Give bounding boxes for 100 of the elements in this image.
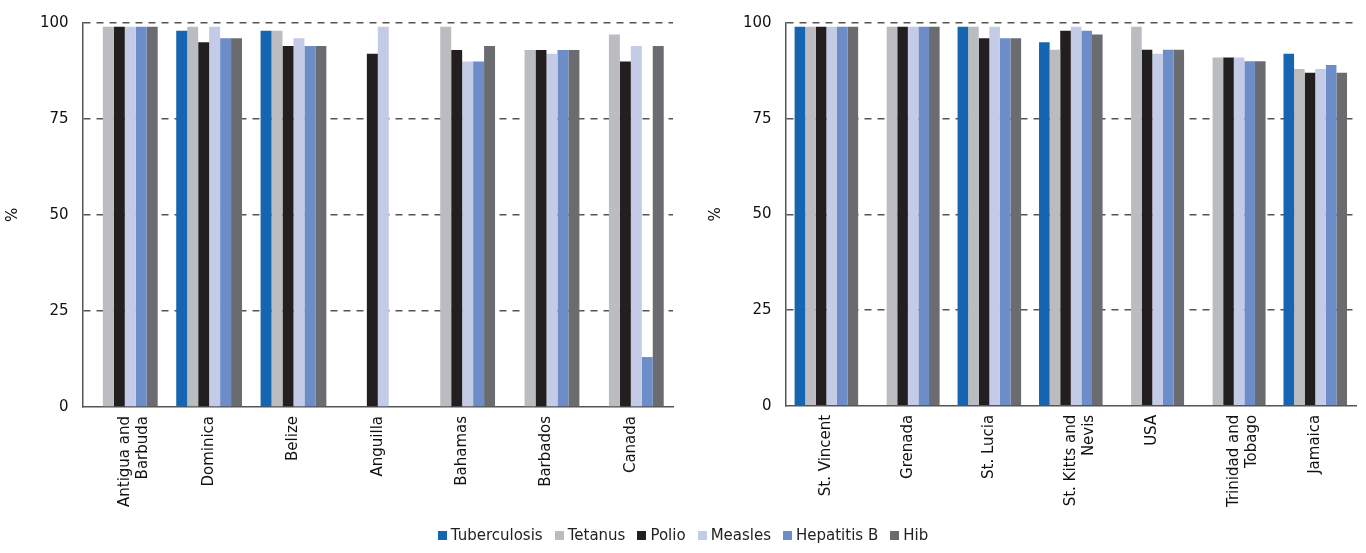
bar xyxy=(473,61,485,407)
bar xyxy=(462,61,474,407)
bar xyxy=(907,26,919,406)
bar xyxy=(1131,26,1142,406)
bar xyxy=(135,26,147,407)
bar xyxy=(1173,49,1185,406)
bar xyxy=(1304,72,1316,406)
x-tick-label: Belize xyxy=(283,415,302,461)
bar xyxy=(209,26,221,407)
x-tick-label: Dominica xyxy=(199,415,218,487)
y-tick-label: 75 xyxy=(752,108,772,127)
bar xyxy=(1233,57,1245,406)
bar xyxy=(815,26,827,406)
bar xyxy=(557,49,569,407)
legend-label: Tuberculosis xyxy=(449,526,543,544)
bar xyxy=(535,49,547,407)
y-axis-title: % xyxy=(2,207,21,223)
y-tick-label: 50 xyxy=(752,204,772,223)
bar xyxy=(794,26,806,406)
bar xyxy=(484,46,496,407)
bar xyxy=(1141,49,1153,406)
bar xyxy=(146,26,158,407)
bar xyxy=(968,26,979,406)
bar xyxy=(1152,53,1163,406)
bar xyxy=(568,49,580,407)
bar xyxy=(260,30,272,407)
bar xyxy=(1162,49,1174,406)
bar xyxy=(608,34,620,407)
bar xyxy=(1315,68,1326,406)
bar xyxy=(1294,68,1305,406)
bar xyxy=(1336,72,1348,406)
bar xyxy=(451,49,463,407)
x-tick-label: Barbados xyxy=(536,415,555,487)
bar xyxy=(198,42,210,407)
x-tick-label: Anguilla xyxy=(367,415,386,477)
x-tick-label: USA xyxy=(1142,414,1161,446)
bar xyxy=(1070,26,1082,406)
bar xyxy=(271,30,283,407)
bar xyxy=(619,61,631,407)
bar xyxy=(652,46,664,407)
bar xyxy=(989,26,1000,406)
x-tick-label: St. Lucia xyxy=(979,414,998,479)
bar xyxy=(1039,42,1050,406)
bar xyxy=(1325,65,1337,406)
y-tick-label: 25 xyxy=(752,300,772,318)
bar xyxy=(176,30,188,407)
bar xyxy=(102,26,114,407)
bar xyxy=(293,38,305,407)
legend-label: Tetanus xyxy=(566,526,626,544)
x-tick-label: Canada xyxy=(620,415,639,474)
y-tick-label: 0 xyxy=(762,395,772,414)
x-tick-label: Grenada xyxy=(897,414,916,479)
bar xyxy=(918,26,930,406)
bar xyxy=(315,46,327,407)
bar xyxy=(1212,57,1224,406)
bar xyxy=(231,38,243,407)
bar xyxy=(886,26,898,406)
x-tick-label: Trinidad and Tobago xyxy=(1223,414,1260,509)
y-tick-label: 75 xyxy=(49,108,69,127)
bar xyxy=(1283,53,1295,406)
bar xyxy=(440,26,452,407)
x-tick-label: St. Vincent xyxy=(816,414,835,497)
bar xyxy=(124,26,136,407)
bar xyxy=(641,357,653,407)
y-axis-title: % xyxy=(705,207,724,222)
y-tick-label: 50 xyxy=(49,204,69,223)
bar xyxy=(836,26,848,406)
bar xyxy=(282,46,294,407)
bar xyxy=(1254,61,1266,406)
bar xyxy=(1092,34,1103,406)
bar xyxy=(957,26,969,406)
bar xyxy=(929,26,940,406)
x-tick-label: St. Kitts and Nevis xyxy=(1060,414,1097,507)
bar xyxy=(1244,61,1255,406)
x-tick-label: Antigua and Barbuda xyxy=(114,415,151,508)
y-tick-label: 0 xyxy=(59,396,69,415)
bar xyxy=(826,26,837,406)
y-tick-label: 100 xyxy=(39,12,69,31)
x-tick-label: Bahamas xyxy=(452,415,471,486)
bar xyxy=(630,46,642,407)
bar xyxy=(187,26,199,407)
bar xyxy=(1010,38,1022,406)
bar xyxy=(366,53,378,407)
bar xyxy=(1049,49,1061,406)
y-tick-label: 100 xyxy=(742,12,772,31)
legend-label: Hepatitis B xyxy=(795,526,879,544)
bar xyxy=(1081,30,1092,406)
bar xyxy=(897,26,908,406)
bar xyxy=(1223,57,1234,406)
legend-label: Hib xyxy=(902,526,929,544)
bar xyxy=(1060,30,1071,406)
bar xyxy=(999,38,1011,406)
bar xyxy=(113,26,125,407)
bar xyxy=(304,46,316,407)
bar xyxy=(847,26,859,406)
legend-label: Polio xyxy=(649,526,686,544)
legend-label: Measles xyxy=(709,526,772,544)
y-tick-label: 25 xyxy=(49,300,69,319)
bar xyxy=(220,38,232,407)
bar xyxy=(805,26,816,406)
